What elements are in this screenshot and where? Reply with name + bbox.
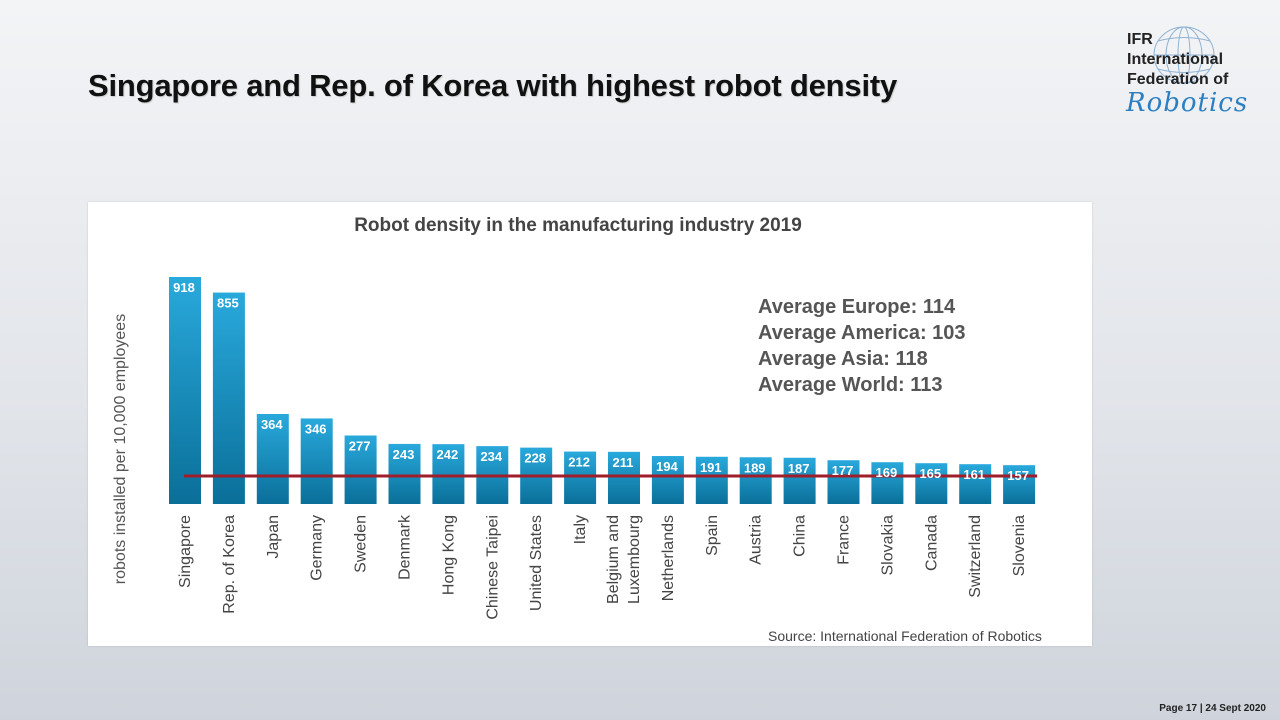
data-label: 346 [305,421,327,436]
category-label: Singapore [177,515,194,588]
category-label: Switzerland [967,515,984,598]
bar-switzerland [959,464,992,504]
bar-austria [739,457,772,504]
category-label: Austria [748,515,765,565]
bar-germany [300,418,333,504]
bar-slovenia [1003,465,1036,504]
category-label-text: Netherlands [660,515,677,601]
chart-title: Robot density in the manufacturing indus… [354,215,802,236]
y-axis-label: robots installed per 10,000 employees [112,314,129,584]
category-label: Spain [704,515,721,556]
category-label: Germany [309,515,326,581]
globe-icon [1153,26,1215,84]
category-label: Sweden [353,515,370,573]
data-label: 189 [744,460,766,475]
category-label-text: Spain [704,515,721,556]
category-label: China [792,515,809,557]
bar-rep-of-korea [212,292,245,504]
category-label-text: Switzerland [967,515,984,598]
data-label: 165 [919,466,941,481]
category-label-text: Chinese Taipei [484,515,501,620]
data-label: 234 [480,449,502,464]
category-label-text: Hong Kong [440,515,457,595]
category-label-text: Italy [572,515,589,544]
source-note: Source: International Federation of Robo… [768,628,1042,644]
bar-belgium-and-luxembourg [608,451,640,504]
logo-text-robotics: Robotics [1126,88,1249,118]
bar-singapore [169,277,201,504]
data-label: 191 [700,460,722,475]
category-label: Denmark [397,514,414,580]
data-label: 211 [613,455,634,470]
data-label: 242 [437,447,459,462]
category-label: Rep. of Korea [221,515,238,614]
data-label: 212 [568,455,590,470]
data-label: 228 [524,451,546,466]
category-label: Slovakia [879,515,896,576]
data-label: 177 [832,463,854,478]
category-label-text: United States [528,515,545,611]
category-label: Hong Kong [440,515,457,595]
logo-text-ifr: IFR [1127,31,1153,48]
bar-slovakia [871,462,904,504]
average-annotation: Average World: 113 [758,374,943,396]
bar-netherlands [651,456,684,504]
category-label-text: Slovakia [879,515,896,576]
bar-italy [564,451,597,504]
category-label-text: Luxembourg [626,515,643,604]
bar-denmark [388,443,421,504]
bar-france [827,460,860,504]
bar-canada [915,463,948,504]
category-label-text: Rep. of Korea [221,515,238,614]
bar-chart: Robot density in the manufacturing indus… [112,215,1042,644]
logo-text-international: International [1127,51,1224,68]
data-label: 277 [349,439,371,454]
category-label: Belgium and Luxembourg [605,515,643,604]
data-label: 161 [963,467,985,482]
category-label: Canada [923,515,940,571]
bar-sweden [344,435,377,504]
data-label: 855 [217,296,239,311]
page-footer: Page 17 | 24 Sept 2020 [1159,703,1266,714]
category-label-text: Belgium and [605,515,622,604]
bar-japan [256,413,289,504]
category-label-text: Canada [923,515,940,571]
bar-china [783,457,816,504]
category-label-text: Austria [748,515,765,565]
category-label: Chinese Taipei [484,515,501,620]
category-label-text: Sweden [353,515,370,573]
category-label-text: Slovenia [1011,515,1028,576]
average-annotation: Average Europe: 114 [758,296,956,318]
average-annotation: Average Asia: 118 [758,348,928,370]
category-label: Slovenia [1011,515,1028,576]
data-label: 187 [788,461,810,476]
category-label: Japan [265,515,282,559]
category-label: Italy [572,515,589,544]
category-label-text: France [836,515,853,565]
data-label: 918 [173,280,195,295]
category-label-text: Germany [309,515,326,581]
slide-title: Singapore and Rep. of Korea with highest… [88,68,898,103]
data-label: 364 [261,417,283,432]
data-label: 243 [393,447,415,462]
category-label: Netherlands [660,515,677,601]
category-label-text: Singapore [177,515,194,588]
category-label-text: Denmark [397,514,414,580]
category-label: United States [528,515,545,611]
ifr-logo: IFR International Federation of Robotics [1122,24,1262,120]
chart-panel: Robot density in the manufacturing indus… [88,202,1092,646]
data-label: 157 [1007,468,1029,483]
category-label-text: China [792,515,809,557]
data-label: 194 [656,459,678,474]
data-label: 169 [876,465,898,480]
bar-spain [695,456,728,504]
category-label-text: Japan [265,515,282,559]
average-annotation: Average America: 103 [758,322,966,344]
bar-hong-kong [432,444,465,504]
logo-text-federation: Federation of [1127,71,1229,88]
category-label: France [836,515,853,565]
